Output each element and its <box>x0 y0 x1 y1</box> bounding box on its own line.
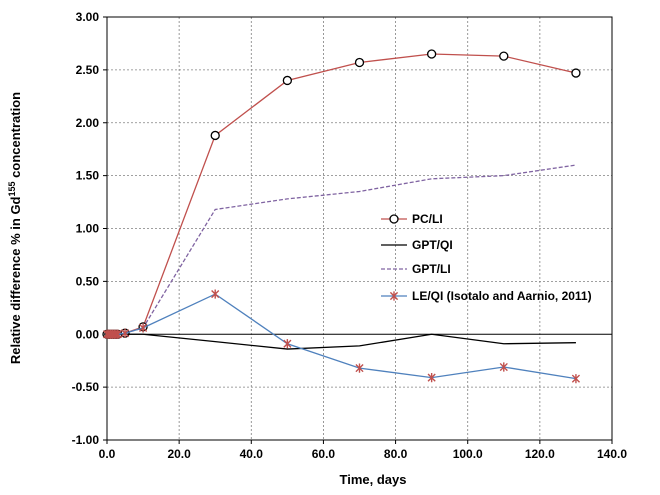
x-axis-label: Time, days <box>340 472 407 487</box>
legend-entry: GPT/QI <box>381 238 453 252</box>
legend-entry: LE/QI (Isotalo and Aarnio, 2011) <box>381 289 592 303</box>
legend-entry: PC/LI <box>381 212 443 226</box>
legend-marker <box>389 214 399 224</box>
x-tick-label: 140.0 <box>597 447 627 461</box>
legend-label: GPT/QI <box>412 238 453 252</box>
y-tick-label: 3.00 <box>76 10 100 24</box>
y-tick-label: -1.00 <box>72 433 100 447</box>
legend: PC/LI GPT/QI GPT/LI LE/QI (Isotalo and Aarn… <box>381 212 592 303</box>
legend-marker <box>389 291 399 301</box>
x-tick-label: 120.0 <box>525 447 555 461</box>
data-point <box>211 289 220 299</box>
y-tick-label: 0.00 <box>76 327 100 341</box>
y-axis-label-superscript: 155 <box>7 181 17 196</box>
y-axis-label-main: Relative difference % in Gd <box>8 196 23 364</box>
data-point <box>571 374 581 384</box>
data-point <box>426 49 437 59</box>
y-tick-label: 0.50 <box>76 274 100 288</box>
data-point <box>113 329 122 339</box>
data-point <box>282 75 293 86</box>
series-4 <box>102 289 581 384</box>
x-tick-label: 0.0 <box>99 447 116 461</box>
legend-entry: GPT/LI <box>381 262 451 276</box>
data-point <box>499 362 508 372</box>
data-point <box>210 130 220 141</box>
series-line <box>107 333 576 350</box>
x-tick-label: 80.0 <box>384 447 408 461</box>
y-tick-label: 1.50 <box>76 169 100 183</box>
series-2 <box>107 333 576 350</box>
data-point <box>120 328 130 338</box>
x-tick-label: 20.0 <box>167 447 191 461</box>
x-tick-label: 60.0 <box>312 447 336 461</box>
y-axis-label: Relative difference % in Gd155 concentra… <box>7 92 23 364</box>
y-tick-label: 1.00 <box>76 222 100 236</box>
series-3 <box>107 164 577 335</box>
y-tick-label: 2.50 <box>76 63 100 77</box>
data-point <box>499 51 509 61</box>
data-point <box>354 57 365 68</box>
y-axis-label-tail: concentration <box>8 92 23 182</box>
y-tick-label: -0.50 <box>72 380 100 394</box>
legend-label: PC/LI <box>412 212 443 226</box>
data-point <box>138 323 148 333</box>
data-point <box>355 363 364 373</box>
data-point <box>427 373 436 383</box>
data-point <box>283 339 292 349</box>
y-tick-label: 2.00 <box>76 116 100 130</box>
x-tick-label: 100.0 <box>453 447 483 461</box>
data-series <box>102 49 581 384</box>
series-line <box>107 164 577 335</box>
data-point <box>571 68 581 78</box>
tick-labels: -1.00 -0.50 0.00 0.50 1.00 1.50 2.00 2.50 3.00 0.… <box>72 10 628 461</box>
legend-label: GPT/LI <box>412 262 451 276</box>
plot-frame <box>106 16 613 441</box>
x-tick-label: 40.0 <box>240 447 264 461</box>
legend-label: LE/QI (Isotalo and Aarnio, 2011) <box>412 289 592 303</box>
grid-lines <box>107 17 612 441</box>
